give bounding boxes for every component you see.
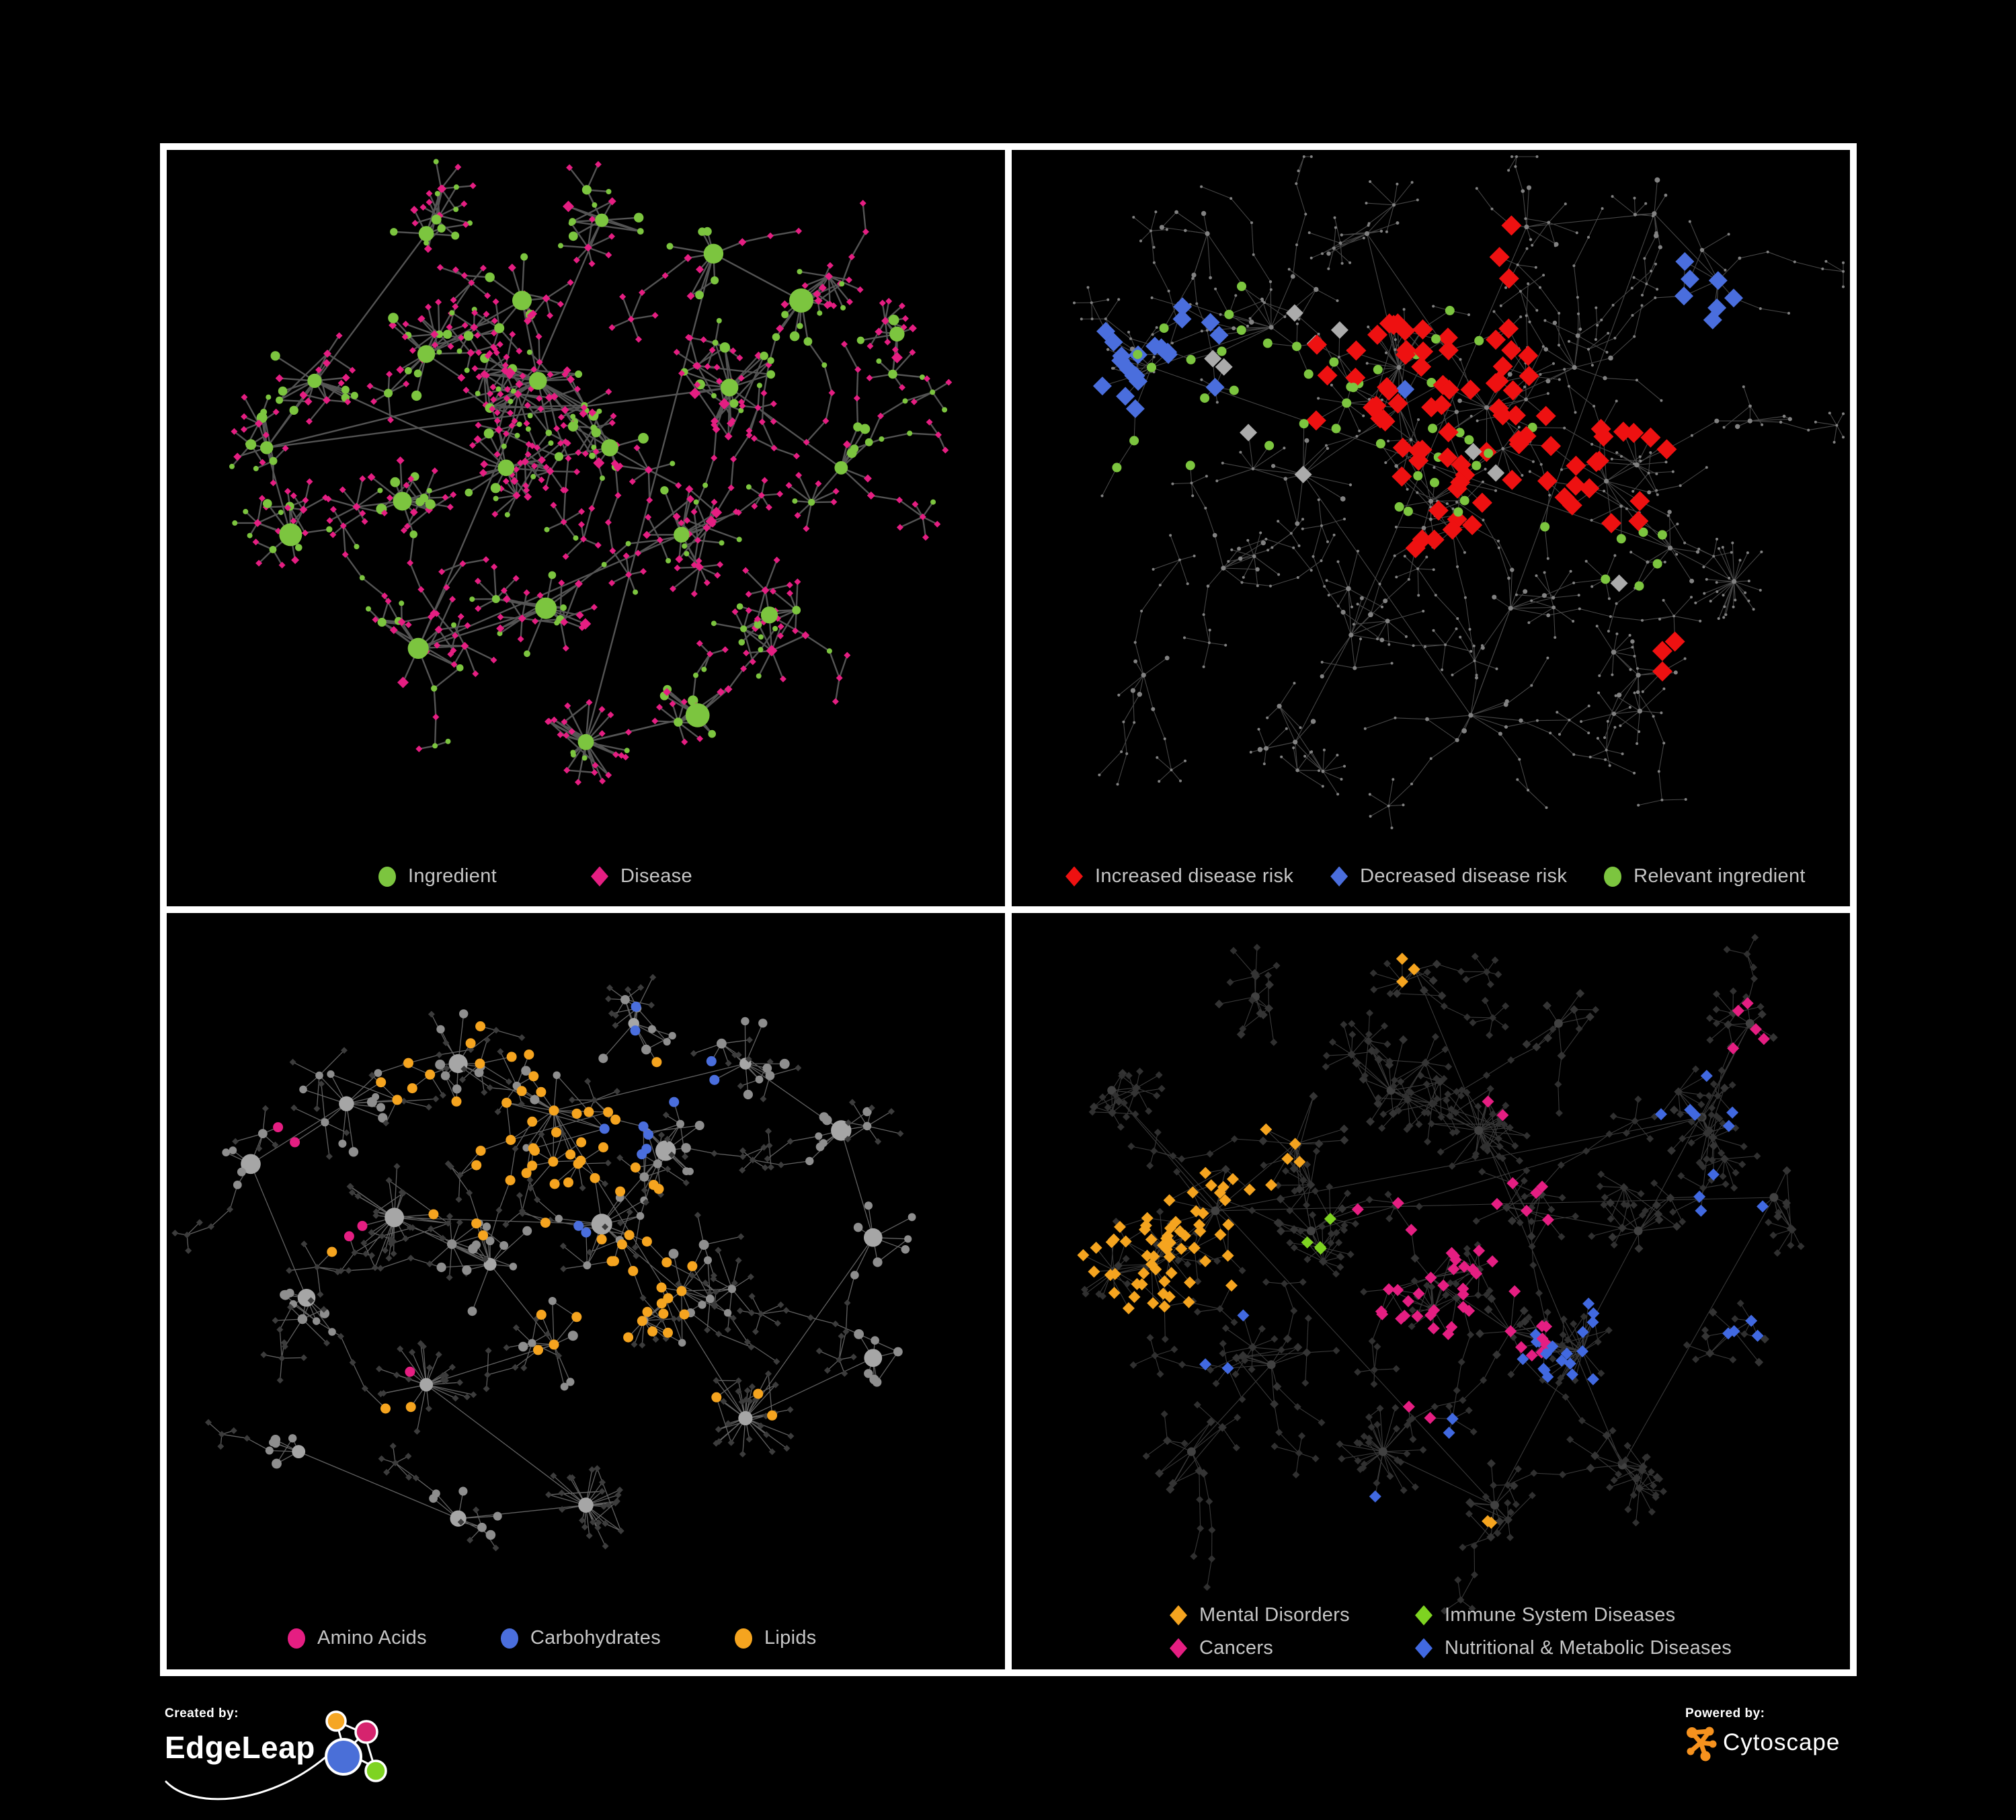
network-canvas-disease-classes	[1077, 933, 1805, 1615]
legend-label-immune-diseases: Immune System Diseases	[1445, 1604, 1676, 1626]
increased-risk-swatch-icon	[1065, 866, 1083, 887]
immune-diseases-swatch-icon	[1415, 1605, 1433, 1626]
disease-swatch-icon	[591, 866, 608, 887]
cytoscape-brand-text: Cytoscape	[1723, 1729, 1841, 1755]
legend-label-increased-risk: Increased disease risk	[1095, 865, 1294, 887]
legend-label-ingredient: Ingredient	[408, 865, 497, 887]
edgeleap-brand-text: EdgeLeap	[165, 1730, 315, 1765]
legend-label-lipids: Lipids	[764, 1627, 817, 1649]
legend-item-increased-risk: Increased disease risk	[1065, 865, 1293, 887]
legend-ingredient-disease: Ingredient Disease	[378, 865, 692, 887]
legend-item-decreased-risk: Decreased disease risk	[1330, 865, 1567, 887]
network-canvas-nutrient-classes	[171, 974, 916, 1552]
cancers-swatch-icon	[1170, 1638, 1187, 1659]
decreased-risk-swatch-icon	[1330, 866, 1348, 887]
created-by-block: Created by: EdgeLeap	[165, 1706, 393, 1817]
amino-acids-swatch-icon	[288, 1628, 305, 1649]
legend-item-carbohydrates: Carbohydrates	[500, 1627, 661, 1649]
panel-ingredient-disease: Ingredient Disease	[167, 150, 1005, 906]
nutritional-metabolic-swatch-icon	[1415, 1638, 1433, 1659]
mental-disorders-swatch-icon	[1170, 1605, 1187, 1626]
created-by-label: Created by:	[165, 1706, 239, 1720]
legend-label-amino-acids: Amino Acids	[317, 1627, 427, 1649]
legend-item-lipids: Lipids	[735, 1627, 817, 1649]
powered-by-label: Powered by:	[1685, 1706, 1765, 1720]
legend-item-relevant-ingredient: Relevant ingredient	[1604, 865, 1806, 887]
network-canvas-disease-risk	[1073, 155, 1845, 830]
legend-label-mental-disorders: Mental Disorders	[1199, 1604, 1350, 1626]
relevant-ingredient-swatch-icon	[1604, 866, 1622, 887]
lipids-swatch-icon	[735, 1628, 752, 1649]
legend-disease-classes: Mental Disorders Immune System Diseases …	[1170, 1604, 1732, 1659]
panel-nutrient-classes: Amino Acids Carbohydrates Lipids	[167, 913, 1005, 1669]
powered-by-block: Powered by: Cytoscape	[1685, 1706, 1887, 1787]
ingredient-swatch-icon	[378, 866, 396, 887]
legend-item-cancers: Cancers	[1170, 1637, 1415, 1659]
legend-label-cancers: Cancers	[1199, 1637, 1274, 1659]
carbohydrates-swatch-icon	[500, 1628, 518, 1649]
network-canvas-ingredient-disease	[229, 159, 953, 786]
legend-disease-risk: Increased disease risk Decreased disease…	[1065, 865, 1806, 887]
cytoscape-brand-row: Cytoscape	[1685, 1724, 1840, 1762]
legend-item-nutritional-metabolic: Nutritional & Metabolic Diseases	[1415, 1637, 1732, 1659]
legend-label-relevant-ingredient: Relevant ingredient	[1634, 865, 1806, 887]
legend-nutrient-classes: Amino Acids Carbohydrates Lipids	[288, 1627, 817, 1649]
legend-item-amino-acids: Amino Acids	[288, 1627, 427, 1649]
legend-item-disease: Disease	[591, 865, 692, 887]
legend-label-disease: Disease	[620, 865, 692, 887]
edgeleap-logo-icon	[165, 1710, 387, 1801]
legend-label-nutritional-metabolic: Nutritional & Metabolic Diseases	[1445, 1637, 1732, 1659]
legend-label-decreased-risk: Decreased disease risk	[1360, 865, 1568, 887]
legend-label-carbohydrates: Carbohydrates	[530, 1627, 661, 1649]
panels-grid: Ingredient Disease Increased disease ris…	[160, 143, 1857, 1676]
legend-item-ingredient: Ingredient	[378, 865, 497, 887]
panel-disease-classes: Mental Disorders Immune System Diseases …	[1012, 913, 1850, 1669]
legend-item-mental-disorders: Mental Disorders	[1170, 1604, 1415, 1626]
panel-disease-risk: Increased disease risk Decreased disease…	[1012, 150, 1850, 906]
cytoscape-logo-icon	[1687, 1727, 1717, 1762]
legend-item-immune-diseases: Immune System Diseases	[1415, 1604, 1732, 1626]
